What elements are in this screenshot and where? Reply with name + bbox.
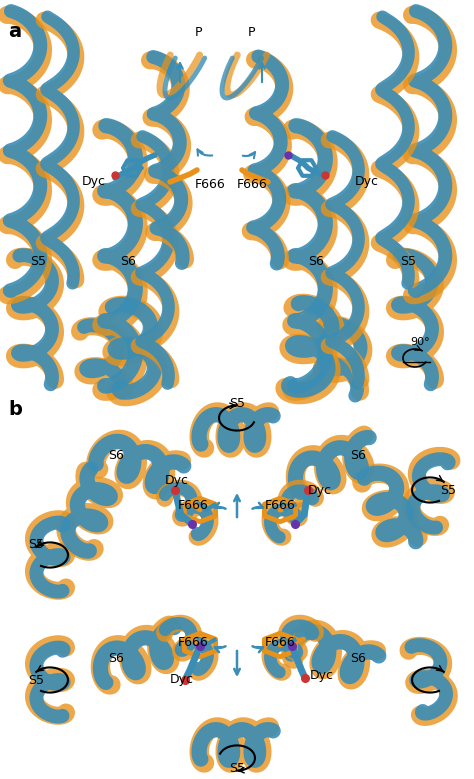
Text: F666: F666 [195,178,226,191]
Text: S6: S6 [350,449,366,461]
Text: Dyc: Dyc [308,484,332,496]
Text: S6: S6 [108,651,124,664]
Text: 90°: 90° [410,337,430,347]
Text: S5: S5 [30,255,46,268]
Text: F666: F666 [265,636,296,648]
Text: S6: S6 [350,651,366,664]
Text: S6: S6 [120,255,136,268]
Text: b: b [8,400,22,419]
Text: S6: S6 [108,449,124,461]
Text: F666: F666 [265,499,296,512]
Text: S5: S5 [400,255,416,268]
Text: P: P [195,26,202,38]
Text: F666: F666 [178,499,209,512]
Text: S5: S5 [229,762,245,775]
Text: Dyc: Dyc [170,674,194,686]
Text: Dyc: Dyc [165,474,189,487]
Text: Dyc: Dyc [355,175,379,188]
Text: S5: S5 [440,484,456,496]
Text: P: P [248,26,255,38]
Text: S6: S6 [308,255,324,268]
Text: F666: F666 [178,636,209,648]
Text: Dyc: Dyc [310,668,334,682]
Text: F666: F666 [237,178,268,191]
Text: S5: S5 [28,674,44,686]
Text: S5: S5 [229,397,245,410]
Text: a: a [8,22,21,41]
Text: S5: S5 [28,538,44,552]
Text: Dyc: Dyc [82,175,106,188]
